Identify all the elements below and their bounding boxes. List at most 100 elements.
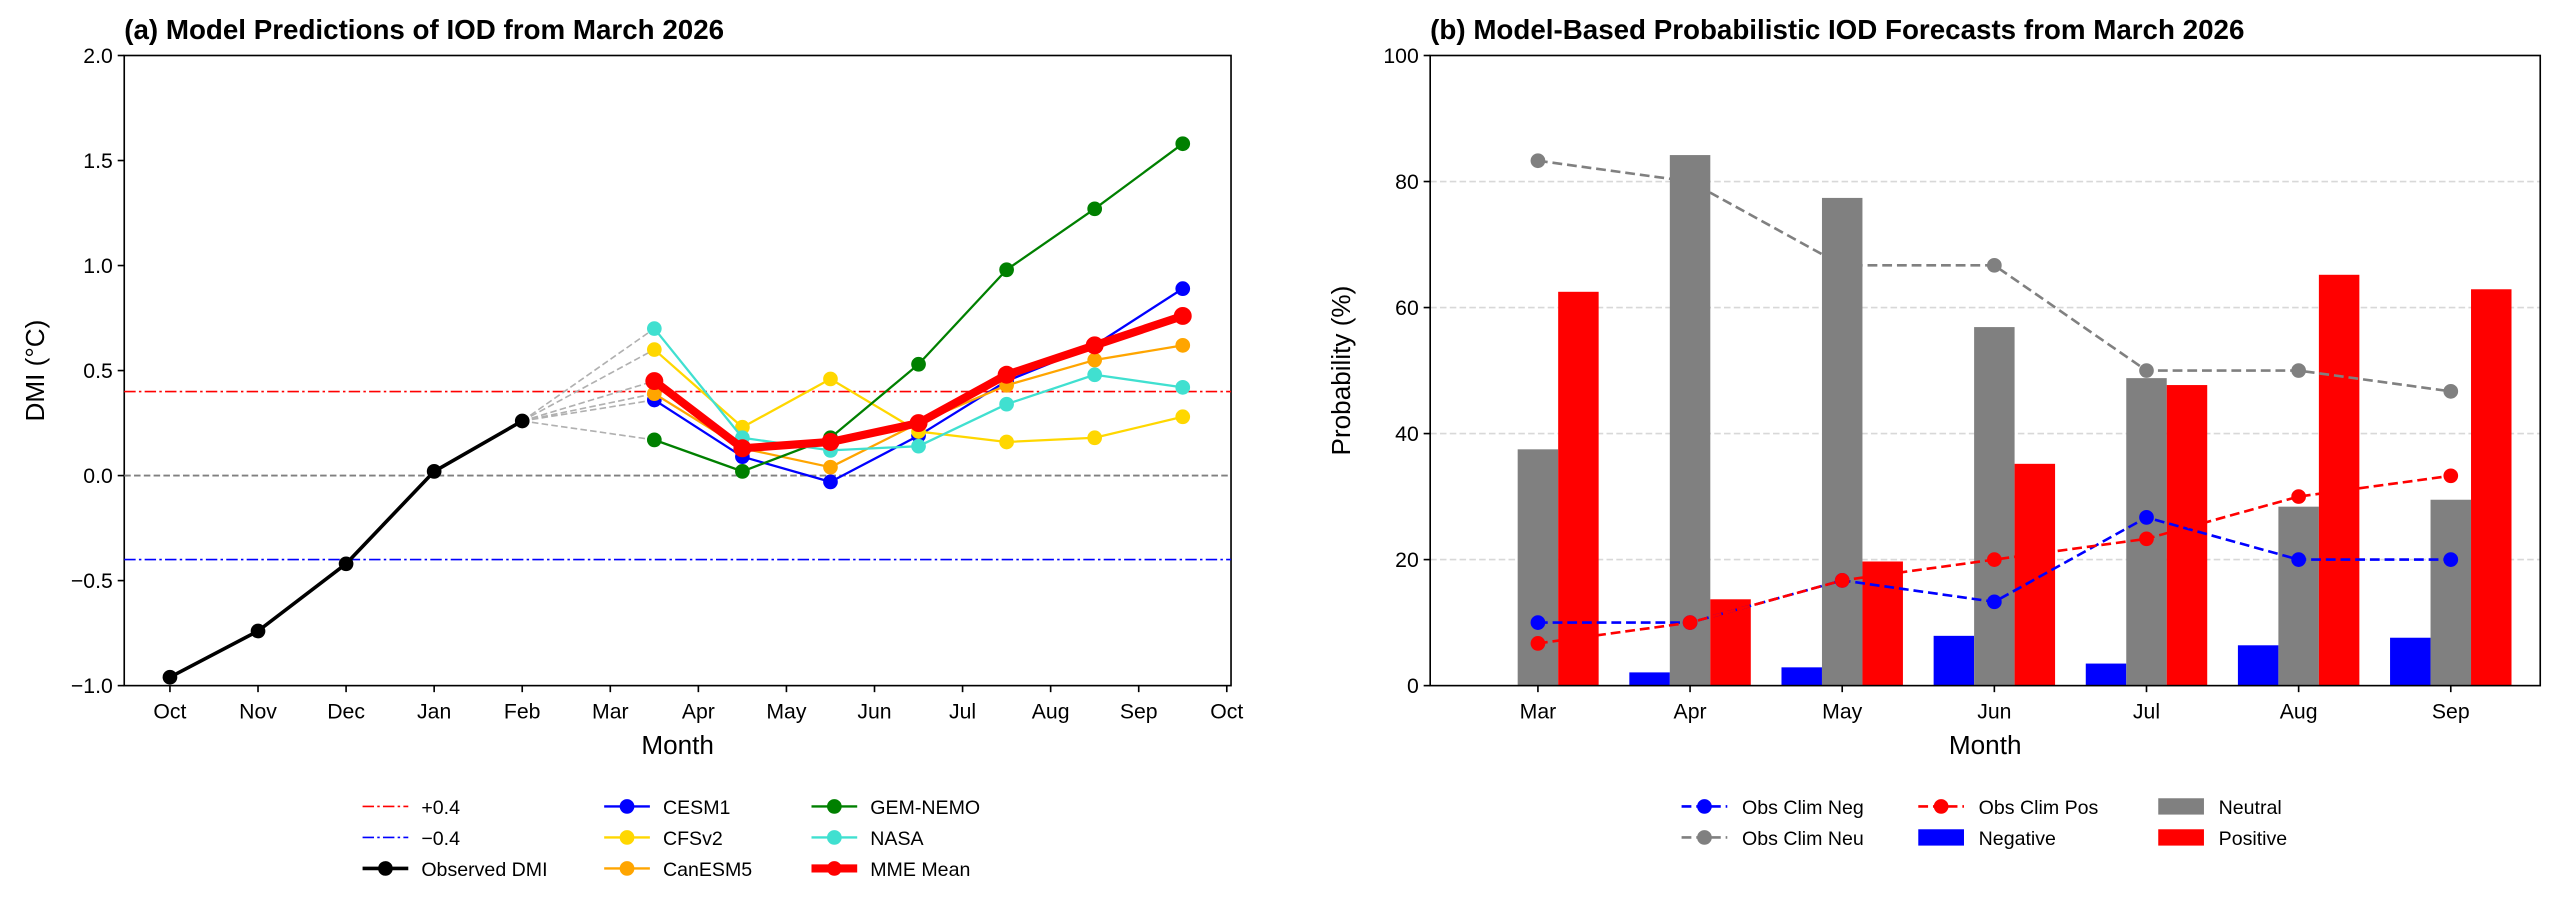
legend-label: Neutral [2219, 797, 2282, 819]
y-tick-label: 0 [1407, 675, 1419, 698]
obs-clim-neg-point [2443, 552, 2459, 567]
legend-label: NASA [870, 828, 924, 850]
neutral-bar [2278, 506, 2319, 686]
gem-nemo-point [911, 356, 926, 372]
obs-clim-neu-point [2139, 363, 2154, 378]
y-axis-label: DMI (°C) [20, 320, 50, 422]
positive-bar [2318, 274, 2360, 686]
y-tick-label: 20 [1395, 549, 1419, 572]
canesm5-point [1087, 352, 1103, 368]
obs-clim-pos-point [1987, 552, 2002, 567]
obs-clim-neu-point [1530, 153, 1546, 169]
chart-title: (b) Model-Based Probabilistic IOD Foreca… [1430, 14, 2244, 45]
x-tick-label: Oct [153, 700, 186, 723]
cfsv2-point [1087, 430, 1103, 446]
legend-marker [378, 861, 393, 876]
legend-a: +0.4 −0.4 Observed DMI CESM1 CFSv2 CanESM5 GEM… [362, 797, 980, 881]
nasa-point [999, 396, 1014, 412]
x-tick-label: Oct [1210, 700, 1243, 723]
mme-mean-point [821, 432, 840, 451]
negative-bar [2237, 645, 2279, 686]
x-tick-label: Jan [417, 700, 451, 723]
legend-b: Obs Clim Neg Obs Clim Neu Obs Clim Pos Nega… [1681, 797, 2288, 850]
y-tick-label: 100 [1383, 45, 1418, 68]
x-tick-label: Feb [504, 700, 541, 723]
chart-title: (a) Model Predictions of IOD from March … [124, 14, 724, 45]
obs-clim-neu-point [1987, 257, 2002, 273]
legend-label: CanESM5 [663, 859, 752, 881]
mme-mean-point [1085, 336, 1104, 355]
legend-label: Negative [1979, 828, 2056, 850]
legend-swatch [2158, 829, 2204, 846]
obs-clim-pos-point [1834, 573, 1850, 588]
x-tick-label: May [766, 700, 806, 723]
obs-clim-neg-point [2291, 552, 2306, 567]
observed-dmi-point [162, 669, 178, 685]
plot-frame [1429, 54, 2542, 687]
legend-label: Positive [2219, 828, 2288, 850]
y-tick-label: 60 [1395, 297, 1419, 320]
y-tick-label: 80 [1395, 171, 1419, 194]
x-tick-label: Apr [682, 700, 715, 723]
legend-marker [1933, 799, 1949, 814]
x-tick-label: Dec [327, 700, 365, 723]
obs-clim-neu-point [1682, 174, 1698, 189]
legend-swatch [2158, 798, 2204, 815]
connector-line [522, 399, 655, 422]
mme-mean-point [645, 372, 664, 391]
legend-label: Obs Clim Neu [1742, 828, 1864, 850]
mme-mean-point [733, 439, 752, 458]
positive-bar [2166, 385, 2208, 686]
negative-bar [2085, 663, 2127, 686]
x-tick-label: Mar [592, 700, 629, 723]
x-tick-label: Sep [2432, 700, 2470, 723]
connector-line [521, 380, 655, 422]
positive-bar [2471, 289, 2512, 686]
x-tick-label: Apr [1674, 700, 1707, 723]
obs-clim-pos-point [1530, 636, 1546, 651]
y-tick-label: 40 [1395, 423, 1419, 446]
observed-dmi-point [250, 623, 266, 639]
obs-clim-neg-point [1987, 594, 2002, 610]
x-tick-label: Nov [239, 700, 277, 723]
x-axis-label: Month [641, 730, 714, 760]
cfsv2-point [823, 371, 838, 387]
gem-nemo-point [735, 464, 750, 479]
neutral-bar [1821, 197, 1863, 686]
canesm5-point [1175, 338, 1191, 353]
connector-line [522, 420, 655, 441]
connector-line [521, 327, 655, 422]
y-tick-label: −0.5 [71, 570, 113, 593]
negative-bar [1781, 667, 1822, 686]
obs-clim-pos-point [2139, 531, 2154, 547]
legend-marker [619, 830, 635, 845]
obs-clim-pos-point [1682, 615, 1698, 630]
legend-label: GEM-NEMO [870, 797, 980, 819]
mme-mean-point [997, 365, 1016, 384]
canesm5-point [823, 459, 838, 475]
x-tick-label: Aug [1032, 700, 1070, 723]
cfsv2-point [1175, 409, 1191, 425]
y-tick-label: −1.0 [71, 675, 113, 698]
positive-bar [2014, 463, 2056, 686]
y-tick-label: 2.0 [83, 45, 113, 68]
gem-nemo-point [1087, 201, 1103, 217]
negative-bar [1933, 635, 1975, 686]
x-axis-label: Month [1949, 730, 2022, 760]
legend-label: Obs Clim Neg [1742, 797, 1864, 819]
neutral-bar [2430, 499, 2472, 686]
legend-marker [619, 861, 635, 876]
neutral-bar [1974, 327, 2015, 686]
observed-dmi-point [338, 556, 354, 572]
obs-clim-neu-point [2443, 384, 2459, 399]
x-tick-label: Jun [1977, 700, 2011, 723]
y-tick-label: 1.5 [83, 150, 113, 173]
obs-clim-neg-point [1530, 615, 1546, 630]
x-tick-label: Jul [2133, 700, 2160, 723]
legend-marker [619, 799, 635, 814]
obs-clim-neu-point [1834, 257, 1850, 273]
positive-bar [1862, 561, 1903, 686]
connector-line [522, 392, 655, 422]
positive-bar [1558, 291, 1599, 686]
